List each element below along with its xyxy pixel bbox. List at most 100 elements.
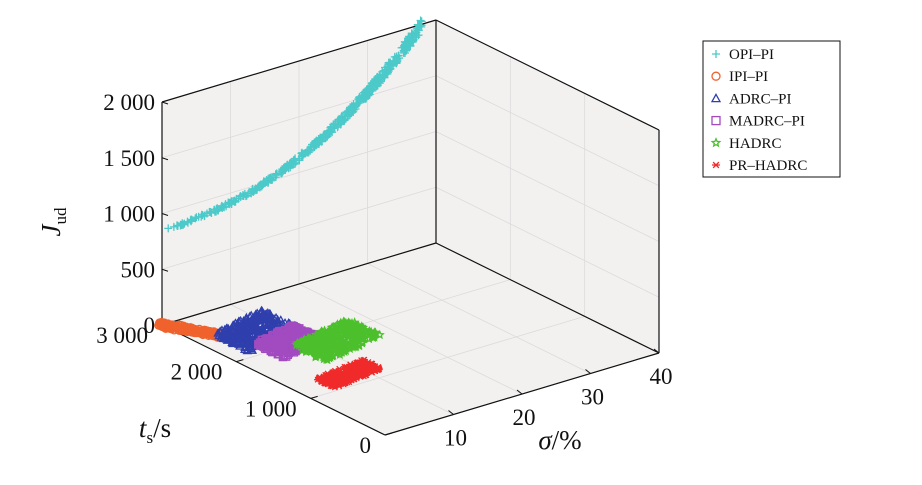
legend-box — [702, 40, 841, 178]
data-point-hadrc — [350, 341, 361, 351]
data-point-opi-pi — [358, 92, 367, 101]
box-edge — [435, 19, 660, 131]
z-tick-label: 1 000 — [103, 202, 155, 227]
data-point-opi-pi — [298, 151, 307, 160]
data-point-opi-pi — [198, 211, 207, 220]
data-point-pr-hadrc — [339, 381, 348, 388]
x-tick-label: 30 — [581, 385, 604, 410]
data-point-hadrc — [327, 338, 339, 348]
data-point-opi-pi — [411, 27, 420, 36]
data-point-hadrc — [318, 353, 329, 364]
series-1 — [154, 317, 240, 344]
data-point-opi-pi — [179, 220, 188, 229]
box-edge — [161, 19, 437, 103]
data-point-hadrc — [353, 328, 364, 339]
tick-labels: 0 500 1 000 1 500 2 000 0 1 000 2 000 3 000 10 20 3… — [96, 90, 672, 458]
data-point-opi-pi — [389, 57, 398, 66]
data-point-opi-pi — [377, 75, 386, 84]
data-point-adrc-pi — [234, 317, 245, 326]
data-point-adrc-pi — [251, 315, 261, 324]
legend-label-ipi-pi: IPI–PI — [729, 69, 768, 85]
data-point-pr-hadrc — [345, 378, 353, 385]
axis-line-ts — [161, 324, 386, 436]
data-point-adrc-pi — [234, 328, 244, 337]
data-point-opi-pi — [265, 174, 274, 183]
z-tick-mark — [161, 213, 169, 216]
data-point-hadrc — [369, 327, 380, 337]
data-point-opi-pi — [271, 171, 280, 180]
data-point-opi-pi — [347, 104, 356, 113]
data-point-madrc-pi — [275, 347, 285, 356]
data-point-opi-pi — [164, 224, 173, 233]
data-point-hadrc — [330, 321, 341, 332]
data-point-opi-pi — [206, 207, 215, 216]
data-point-hadrc — [359, 324, 370, 335]
grid-line-z-side — [435, 75, 660, 187]
grid-line-z-back — [161, 186, 437, 270]
data-point-pr-hadrc — [329, 372, 338, 380]
data-point-opi-pi — [392, 52, 401, 61]
grid-line-x-floor — [367, 263, 591, 374]
data-point-hadrc — [347, 342, 358, 352]
data-point-hadrc — [310, 350, 321, 361]
data-point-hadrc — [345, 328, 356, 339]
z-tick-mark — [161, 268, 169, 272]
x-tick-mark — [516, 389, 523, 395]
y-axis-label: ts/s — [139, 413, 171, 447]
data-point-adrc-pi — [238, 332, 249, 341]
data-point-pr-hadrc — [362, 367, 370, 375]
box-edges — [161, 19, 660, 436]
z-tick-label: 0 — [144, 313, 156, 338]
x-axis-label-main: σ — [538, 425, 553, 455]
box-edge — [435, 242, 660, 354]
grid-line-x-floor — [298, 283, 523, 395]
z-axis-label-sub: ud — [51, 207, 70, 225]
data-point-hadrc — [335, 344, 346, 355]
data-point-opi-pi — [191, 214, 200, 223]
series-4 — [291, 316, 385, 365]
data-point-adrc-pi — [237, 337, 248, 346]
z-tick-label: 2 000 — [103, 90, 155, 115]
data-point-pr-hadrc — [357, 367, 365, 374]
x-tick-label: 20 — [513, 405, 536, 430]
data-point-madrc-pi — [290, 323, 300, 332]
data-point-opi-pi — [373, 81, 382, 90]
data-point-adrc-pi — [222, 323, 232, 332]
data-point-adrc-pi — [265, 310, 275, 319]
data-point-ipi-pi — [175, 325, 185, 335]
data-point-hadrc — [335, 335, 346, 345]
data-point-opi-pi — [306, 143, 315, 152]
data-point-opi-pi — [384, 64, 393, 73]
data-point-opi-pi — [416, 16, 425, 25]
y-axis-label-main: t — [139, 413, 148, 443]
y-tick-label: 3 000 — [96, 323, 148, 348]
data-point-opi-pi — [333, 120, 342, 129]
data-point-opi-pi — [258, 181, 267, 190]
legend-label-hadrc: HADRC — [729, 136, 782, 152]
data-point-opi-pi — [259, 177, 268, 186]
data-point-adrc-pi — [269, 318, 279, 328]
data-point-opi-pi — [406, 38, 415, 47]
data-marks — [154, 16, 426, 391]
data-point-hadrc — [341, 327, 352, 338]
data-point-ipi-pi — [166, 323, 176, 333]
grid-line-y-floor — [310, 315, 585, 399]
data-point-madrc-pi — [275, 336, 285, 346]
data-point-hadrc — [327, 344, 338, 354]
data-point-hadrc — [335, 318, 346, 329]
x-tick-label: 40 — [650, 364, 673, 389]
data-point-pr-hadrc — [344, 368, 353, 376]
data-point-hadrc — [348, 334, 359, 345]
data-point-hadrc — [297, 337, 308, 347]
data-point-pr-hadrc — [327, 382, 335, 390]
data-point-opi-pi — [310, 138, 319, 147]
data-point-opi-pi — [277, 167, 286, 176]
data-point-hadrc — [300, 344, 311, 355]
data-point-ipi-pi — [196, 329, 205, 338]
data-point-opi-pi — [412, 23, 421, 32]
data-point-ipi-pi — [186, 327, 196, 336]
grid-line-z-side — [435, 186, 660, 298]
data-point-hadrc — [368, 332, 379, 343]
data-point-opi-pi — [322, 133, 331, 142]
